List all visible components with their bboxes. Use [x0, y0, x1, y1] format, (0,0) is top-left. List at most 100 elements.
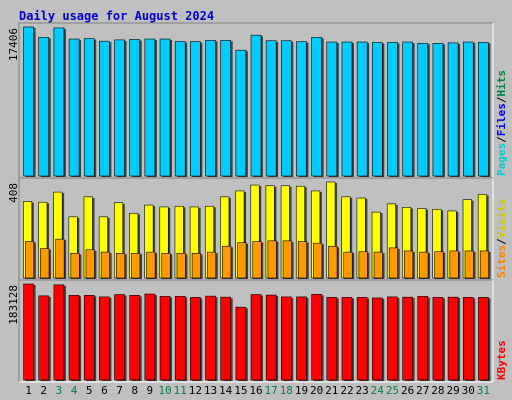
bar-sites-day-28 [434, 251, 444, 279]
bar-hits-day-31 [478, 42, 489, 177]
bar-hits-day-6 [99, 40, 110, 177]
series-sites [25, 238, 491, 279]
bar-kbytes-day-4 [68, 295, 80, 381]
bar-hits-day-23 [356, 41, 368, 177]
bar-kbytes-day-13 [205, 295, 216, 381]
x-tick-label: 26 [401, 384, 414, 397]
x-tick-label: 5 [86, 384, 93, 397]
bar-hits-day-3 [53, 27, 65, 177]
bar-hits-day-14 [220, 40, 231, 177]
legend-item-sites: Sites [495, 245, 508, 278]
bar-kbytes-day-19 [296, 296, 307, 381]
y-max-label: 17406 [7, 28, 20, 61]
bar-sites-day-12 [191, 252, 201, 279]
x-tick-label: 27 [416, 384, 429, 397]
bar-hits-day-26 [402, 41, 413, 177]
bar-kbytes-day-30 [462, 297, 474, 381]
series-visits [23, 181, 489, 279]
x-tick-label: 14 [219, 384, 233, 397]
x-tick-label: 22 [340, 384, 353, 397]
bar-kbytes-day-3 [53, 284, 65, 381]
legend-item-files: Files [495, 103, 508, 136]
bar-hits-day-13 [205, 40, 216, 177]
x-tick-label: 16 [249, 384, 262, 397]
bar-hits-day-30 [462, 41, 474, 177]
bar-hits-day-20 [311, 37, 322, 177]
chart-title: Daily usage for August 2024 [19, 9, 214, 23]
x-tick-label: 13 [204, 384, 217, 397]
bar-kbytes-day-28 [432, 297, 444, 381]
bar-kbytes-day-9 [144, 293, 156, 381]
series-hits [23, 26, 491, 178]
x-tick-label: 24 [371, 384, 385, 397]
x-tick-label: 17 [265, 384, 278, 397]
bar-sites-day-10 [161, 252, 171, 279]
bar-kbytes-day-20 [311, 293, 322, 381]
bar-kbytes-day-22 [341, 297, 353, 381]
bar-sites-day-27 [419, 251, 429, 279]
bar-sites-day-5 [85, 249, 95, 279]
bar-hits-day-21 [326, 41, 338, 177]
bar-kbytes-day-16 [250, 294, 262, 381]
x-tick-label: 3 [56, 384, 63, 397]
panel-visits: 408 Sites/Visits [7, 177, 508, 281]
legend-separator: / [495, 96, 508, 103]
bar-sites-day-13 [206, 251, 217, 279]
bar-sites-day-23 [358, 251, 368, 279]
bar-sites-day-15 [237, 242, 247, 279]
x-tick-label: 19 [295, 384, 308, 397]
bar-kbytes-day-31 [478, 297, 489, 381]
bar-sites-day-4 [70, 252, 80, 279]
x-tick-label: 20 [310, 384, 323, 397]
bar-kbytes-day-26 [402, 296, 413, 381]
x-tick-label: 10 [158, 384, 171, 397]
bar-sites-day-31 [479, 250, 489, 279]
panel-hits: 17406 Pages/Files/Hits [7, 22, 508, 179]
bar-sites-day-16 [252, 241, 262, 279]
x-tick-label: 15 [234, 384, 247, 397]
bar-sites-day-11 [176, 252, 186, 279]
x-tick-label: 8 [131, 384, 138, 397]
bar-sites-day-29 [449, 250, 459, 279]
x-axis-labels: 1 2 3 4 5 6 7 8 9 10 11 12 13 14 15 16 17 18 19 20 21 22 23 24 2… [25, 384, 490, 397]
legend-kbytes: KBytes [495, 340, 508, 380]
bar-kbytes-day-11 [174, 296, 186, 381]
legend-item-visits: Visits [495, 199, 508, 239]
bar-hits-day-22 [341, 41, 353, 177]
x-tick-label: 29 [446, 384, 459, 397]
bar-sites-day-3 [55, 238, 65, 279]
legend-hits: Pages/Files/Hits [495, 70, 508, 176]
bar-hits-day-29 [447, 42, 459, 177]
bar-kbytes-day-18 [281, 296, 292, 381]
x-tick-label: 30 [462, 384, 475, 397]
legend-visits: Sites/Visits [495, 199, 508, 279]
bar-kbytes-day-21 [326, 297, 338, 381]
bar-hits-day-4 [68, 38, 80, 177]
x-tick-label: 2 [40, 384, 47, 397]
bar-hits-day-18 [281, 40, 292, 177]
x-tick-label: 23 [356, 384, 369, 397]
bar-sites-day-24 [373, 251, 383, 279]
x-tick-label: 25 [386, 384, 399, 397]
bar-kbytes-day-17 [265, 294, 277, 381]
series-kbytes [23, 283, 491, 381]
y-max-label: 183128 [7, 285, 20, 325]
bar-hits-day-16 [250, 34, 262, 177]
bar-sites-day-7 [116, 252, 126, 279]
bar-hits-day-8 [129, 39, 141, 177]
bar-kbytes-day-14 [220, 296, 231, 381]
bar-hits-day-17 [265, 40, 277, 177]
bar-hits-day-15 [235, 49, 247, 177]
bar-kbytes-day-5 [83, 295, 95, 381]
bar-hits-day-1 [23, 26, 34, 177]
bar-kbytes-day-8 [129, 295, 141, 381]
bar-sites-day-17 [267, 240, 277, 279]
bar-sites-day-2 [40, 248, 50, 279]
bar-hits-day-9 [144, 38, 156, 177]
bar-hits-day-25 [387, 42, 398, 177]
legend-separator: / [495, 238, 508, 245]
bar-kbytes-day-29 [447, 296, 459, 381]
bar-kbytes-day-24 [371, 297, 383, 381]
